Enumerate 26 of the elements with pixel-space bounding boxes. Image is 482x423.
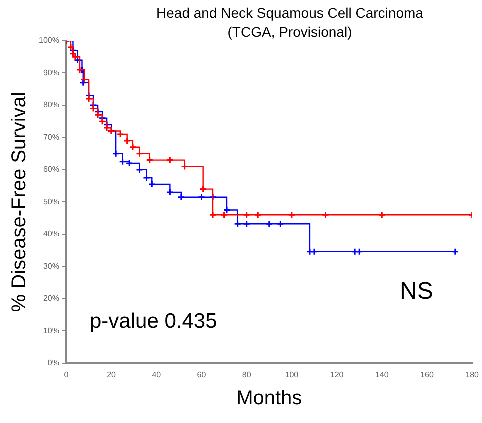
y-tick-label: 20% [43,294,60,304]
annotation: NS [400,278,434,306]
x-tick-label: 80 [242,370,252,380]
x-axis-title: Months [236,388,302,410]
y-tick-label: 80% [43,100,60,110]
x-tick-label: 160 [420,370,434,380]
annotation: p-value 0.435 [90,310,218,334]
y-tick-label: 40% [43,230,60,239]
y-tick-label: 30% [43,262,60,271]
y-axis-title: % Disease-Free Survival [8,92,31,312]
y-tick-label: 70% [43,132,60,142]
y-tick-label: 60% [43,165,60,174]
x-tick-label: 180 [466,370,480,380]
y-tick-label: 50% [43,197,60,206]
x-tick-label: 0 [64,370,70,380]
x-tick-label: 140 [375,370,390,380]
x-tick-label: 120 [330,370,344,380]
y-tick-label: 0% [48,358,60,368]
x-tick-label: 40 [152,370,162,380]
x-tick-label: 60 [197,370,207,380]
x-tick-label: 100 [285,370,300,380]
y-tick-label: 100% [38,36,60,46]
chart-title: Head and Neck Squamous Cell Carcinoma (TCGA, Provisional) [156,4,424,42]
y-tick-label: 90% [43,68,60,78]
y-tick-label: 10% [43,326,60,336]
x-tick-label: 20 [107,370,117,380]
